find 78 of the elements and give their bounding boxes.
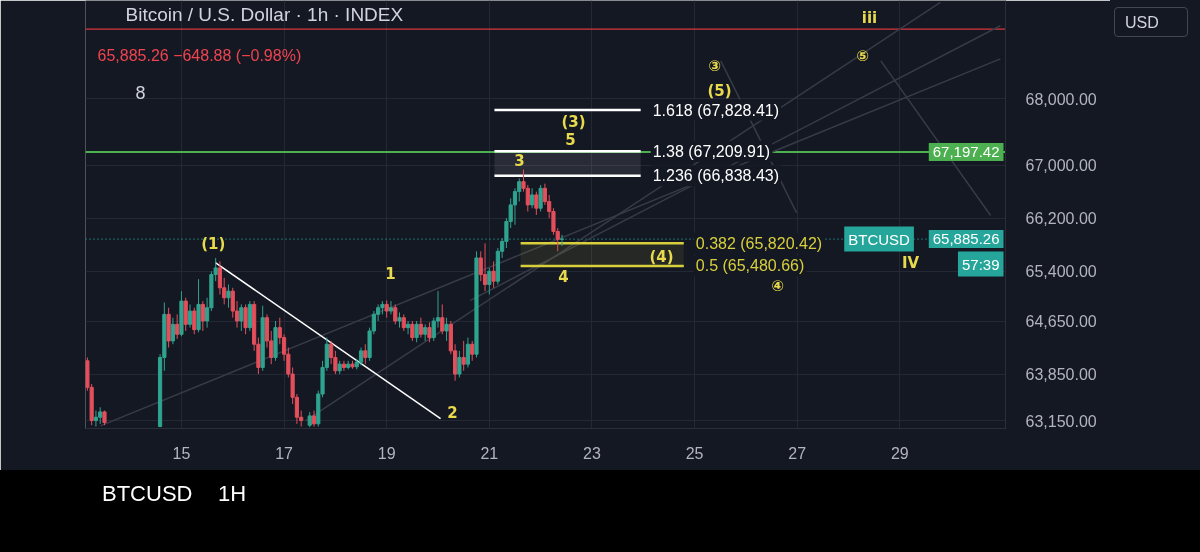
- x-tick-label: 21: [480, 444, 499, 462]
- annotation: ③: [708, 56, 721, 75]
- candlestick: [470, 340, 475, 362]
- annotation: ⑤: [856, 46, 869, 65]
- annotation: ④: [771, 276, 784, 295]
- y-tick-label: 67,000.00: [1025, 157, 1097, 175]
- candlestick: [534, 191, 539, 216]
- candlestick: [491, 260, 496, 289]
- y-tick-label: 65,400.00: [1025, 263, 1097, 281]
- annotation: 8: [135, 83, 146, 103]
- candlestick: [461, 340, 466, 372]
- candlestick: [410, 320, 415, 342]
- candlestick: [183, 297, 188, 332]
- candlestick: [170, 317, 175, 345]
- series-label: 1.38 (67,209.91): [652, 142, 771, 160]
- candlestick: [93, 410, 99, 428]
- ref-line-label: 67,197.42: [932, 142, 1000, 160]
- chart-title: Bitcoin / U.S. Dollar · 1h · INDEX: [125, 4, 404, 25]
- y-tick-label: 64,650.00: [1025, 313, 1097, 330]
- annotation: 2: [447, 403, 458, 422]
- candlestick: [243, 303, 248, 335]
- y-tick-label: 68,000.00: [1025, 90, 1097, 108]
- x-tick-label: 27: [788, 444, 807, 462]
- candlestick: [414, 320, 419, 343]
- candlestick: [427, 321, 432, 343]
- text: BTCUSD: [102, 480, 193, 508]
- candlestick: [525, 184, 530, 213]
- candlestick: [388, 300, 394, 315]
- annotation: 4: [558, 267, 569, 286]
- candlestick: [192, 307, 197, 335]
- ref-line-label: 65,885.26: [932, 230, 1000, 248]
- candlestick: [487, 267, 492, 295]
- annotation: (5): [707, 81, 732, 100]
- annotation: 57:39: [961, 255, 1000, 273]
- y-tick-label: 63,150.00: [1025, 412, 1097, 430]
- annotation: (3): [561, 112, 586, 131]
- text: USD: [1114, 7, 1188, 37]
- annotation: 3: [514, 151, 525, 170]
- annotation: IV: [901, 253, 920, 272]
- candlestick: [226, 284, 231, 309]
- series-label: 1.236 (66,838.43): [652, 167, 780, 185]
- candlestick: [217, 260, 223, 295]
- candlestick: [175, 313, 180, 340]
- series-label: 1.618 (67,828.41): [652, 101, 780, 119]
- y-tick-label: 63,850.00: [1025, 366, 1097, 384]
- annotation: 5: [565, 130, 576, 149]
- candlestick: [418, 317, 423, 339]
- candlestick: [444, 317, 449, 342]
- text: 65,885.26 −648.88 (−0.98%): [97, 47, 302, 64]
- x-tick-label: 17: [275, 444, 294, 462]
- candlestick: [440, 303, 445, 335]
- candlestick: [239, 303, 244, 332]
- candlestick: [538, 184, 543, 213]
- candlestick: [559, 234, 565, 247]
- x-tick-label: 25: [685, 444, 704, 462]
- x-tick-label: 19: [377, 444, 396, 462]
- candlestick: [405, 320, 411, 335]
- candlestick: [247, 300, 252, 332]
- candlestick: [482, 242, 488, 292]
- candlestick: [200, 300, 205, 332]
- annotation: (1): [201, 234, 226, 253]
- annotation: iii: [861, 8, 878, 27]
- candlestick: [187, 303, 193, 329]
- annotation: 1: [385, 264, 396, 283]
- candlestick: [529, 187, 535, 209]
- text: 1H: [218, 480, 247, 508]
- x-tick-label: 29: [890, 444, 909, 462]
- candlestick: [457, 350, 462, 378]
- candlestick: [363, 343, 368, 365]
- series-label: 0.382 (65,820.42): [695, 234, 823, 252]
- x-tick-label: 23: [583, 444, 601, 462]
- y-tick-label: 66,200.00: [1025, 210, 1097, 228]
- series-label: 0.5 (65,480.66): [695, 257, 805, 275]
- annotation: BTCUSD: [848, 230, 911, 248]
- x-tick-label: 15: [172, 444, 191, 462]
- candlestick: [465, 337, 471, 368]
- annotation: (4): [649, 247, 674, 266]
- candlestick: [393, 303, 398, 325]
